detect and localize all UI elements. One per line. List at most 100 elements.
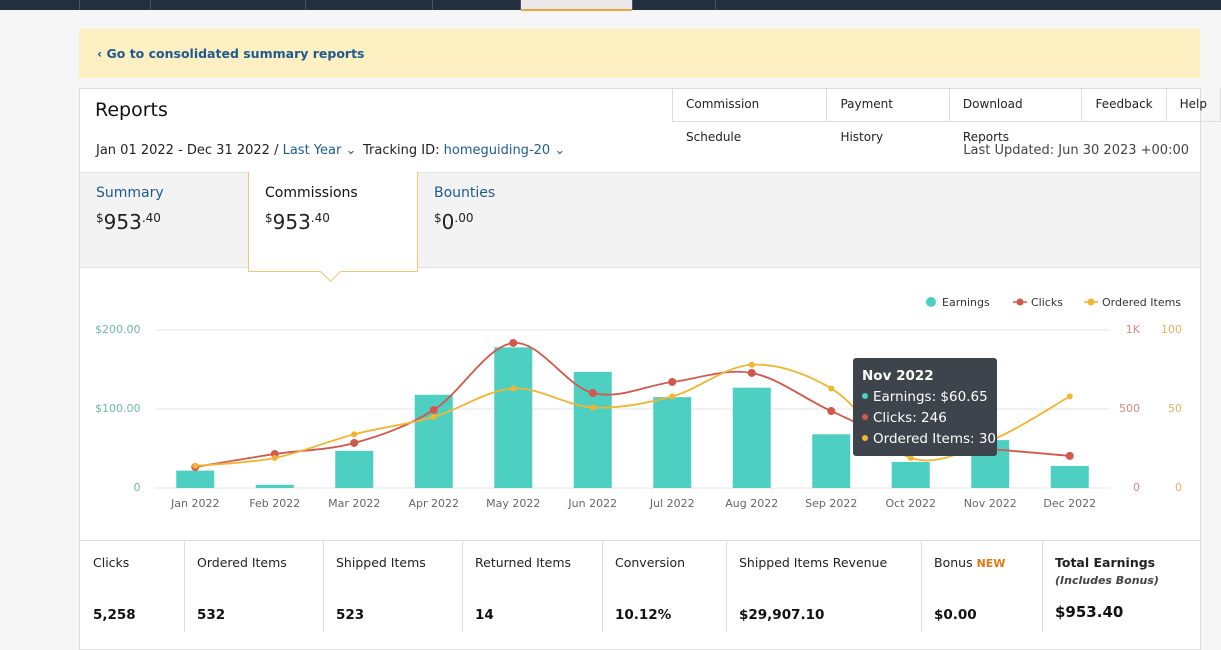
- point: [907, 454, 914, 461]
- tick-label: 100: [1161, 323, 1182, 336]
- header-button[interactable]: Payment History: [827, 88, 950, 144]
- x-tick-label: Jul 2022: [649, 497, 695, 510]
- amount-fraction: .00: [454, 211, 474, 225]
- x-tick-label: Aug 2022: [725, 497, 778, 510]
- bar: [176, 470, 215, 488]
- header-text: Total Earnings: [1055, 555, 1156, 570]
- table-value: 14: [475, 607, 494, 623]
- bar: [494, 347, 533, 488]
- point: [509, 338, 518, 347]
- header-text: Conversion: [615, 555, 686, 570]
- date-filter[interactable]: Jan 01 2022 - Dec 31 2022 / Last Year ⌄: [96, 143, 357, 158]
- tick-label: 50: [1168, 402, 1182, 415]
- legend-label: Earnings: [942, 296, 990, 309]
- x-tick-label: Jun 2022: [567, 497, 617, 510]
- header-text: Returned Items: [475, 555, 572, 570]
- tooltip-title: Nov 2022: [862, 368, 934, 384]
- legend-marker: [1087, 298, 1095, 306]
- table-header: Shipped Items: [336, 555, 426, 570]
- table-value: $29,907.10: [739, 607, 825, 623]
- point: [510, 385, 517, 392]
- x-tick-label: Oct 2022: [885, 497, 936, 510]
- tooltip-dot: [862, 414, 868, 420]
- bar: [891, 461, 930, 488]
- active-tab: [248, 172, 418, 272]
- amount-whole: 953: [103, 210, 142, 234]
- point: [589, 404, 596, 411]
- amount-whole: 0: [441, 210, 455, 234]
- table-cell: Conversion 10.12%: [602, 541, 727, 632]
- currency: $: [96, 211, 104, 225]
- banner-link[interactable]: ‹ Go to consolidated summary reports: [97, 46, 365, 61]
- point: [828, 385, 835, 392]
- tab-label[interactable]: Bounties: [434, 185, 496, 201]
- bar: [812, 434, 851, 488]
- bar: [335, 450, 374, 488]
- x-tick-label: Feb 2022: [249, 497, 300, 510]
- amount-fraction: .40: [310, 211, 330, 225]
- legend-marker: [926, 297, 936, 307]
- header-button[interactable]: Download Reports: [950, 88, 1083, 144]
- currency: $: [265, 211, 273, 225]
- tick-label: 0: [1133, 481, 1140, 494]
- point: [192, 462, 199, 469]
- tooltip: Nov 2022 Earnings: $60.65 Clicks: 246 Orde…: [853, 358, 997, 456]
- point: [429, 405, 438, 414]
- new-badge: NEW: [976, 557, 1006, 570]
- table-header: Shipped Items Revenue: [739, 555, 887, 570]
- x-tick-label: Sep 2022: [805, 497, 857, 510]
- legend-label: Ordered Items: [1102, 296, 1181, 309]
- tick-label: 500: [1119, 402, 1140, 415]
- header-text: Clicks: [93, 555, 130, 570]
- amount-fraction: .40: [141, 211, 161, 225]
- point: [748, 361, 755, 368]
- period[interactable]: Last Year: [282, 143, 342, 158]
- tooltip-text: Clicks: 246: [873, 410, 947, 426]
- tab-label[interactable]: Summary: [96, 185, 164, 201]
- x-tick-label: Dec 2022: [1043, 497, 1096, 510]
- tracking-filter[interactable]: Tracking ID: homeguiding-20 ⌄: [363, 143, 566, 158]
- header-button[interactable]: Help: [1167, 88, 1221, 121]
- header-text: Ordered Items: [197, 555, 287, 570]
- table-cell: Bonus NEW $0.00: [921, 541, 1043, 632]
- x-tick-label: Jan 2022: [170, 497, 219, 510]
- tick-label: $200.00: [95, 323, 141, 336]
- tracking-id[interactable]: homeguiding-20: [443, 143, 551, 158]
- point: [747, 368, 756, 377]
- legend-label: Clicks: [1031, 296, 1063, 309]
- bar: [653, 397, 692, 488]
- date-range: Jan 01 2022 - Dec 31 2022 /: [96, 143, 279, 158]
- top-nav: [0, 0, 1221, 11]
- tab-label[interactable]: Commissions: [265, 185, 358, 201]
- table-value: 523: [336, 607, 365, 623]
- point: [588, 389, 597, 398]
- legend-marker: [1016, 298, 1024, 306]
- tick-label: 0: [134, 481, 141, 494]
- header-button[interactable]: Feedback: [1082, 88, 1167, 121]
- tooltip-text: Ordered Items: 30: [873, 431, 997, 447]
- tracking-label: Tracking ID:: [363, 143, 440, 158]
- x-tick-label: Apr 2022: [408, 497, 459, 510]
- table-cell: Shipped Items 523: [323, 541, 463, 632]
- table-header: Conversion: [615, 555, 685, 570]
- tooltip-dot: [862, 435, 868, 441]
- bar: [732, 387, 771, 488]
- header-buttons: Commission Schedule Payment History Downlo…: [672, 88, 1221, 144]
- tooltip-row: Ordered Items: 30: [862, 431, 996, 447]
- point: [430, 413, 437, 420]
- amount-whole: 953: [272, 210, 311, 234]
- last-updated: Last Updated: Jun 30 2023 +00:00: [963, 143, 1189, 158]
- table-cell: Clicks 5,258: [80, 541, 185, 632]
- table-header: Bonus NEW: [934, 555, 1005, 570]
- x-tick-label: Mar 2022: [328, 497, 380, 510]
- bar: [255, 484, 294, 488]
- header-button[interactable]: Commission Schedule: [673, 88, 828, 144]
- active-nav-tab[interactable]: [521, 0, 632, 11]
- point: [1066, 393, 1073, 400]
- tab-amount: $953.40: [265, 210, 330, 234]
- x-tick-label: Nov 2022: [964, 497, 1017, 510]
- total-note: (Includes Bonus): [1055, 574, 1159, 587]
- x-tick-label: May 2022: [486, 497, 540, 510]
- tick-label: 0: [1175, 481, 1182, 494]
